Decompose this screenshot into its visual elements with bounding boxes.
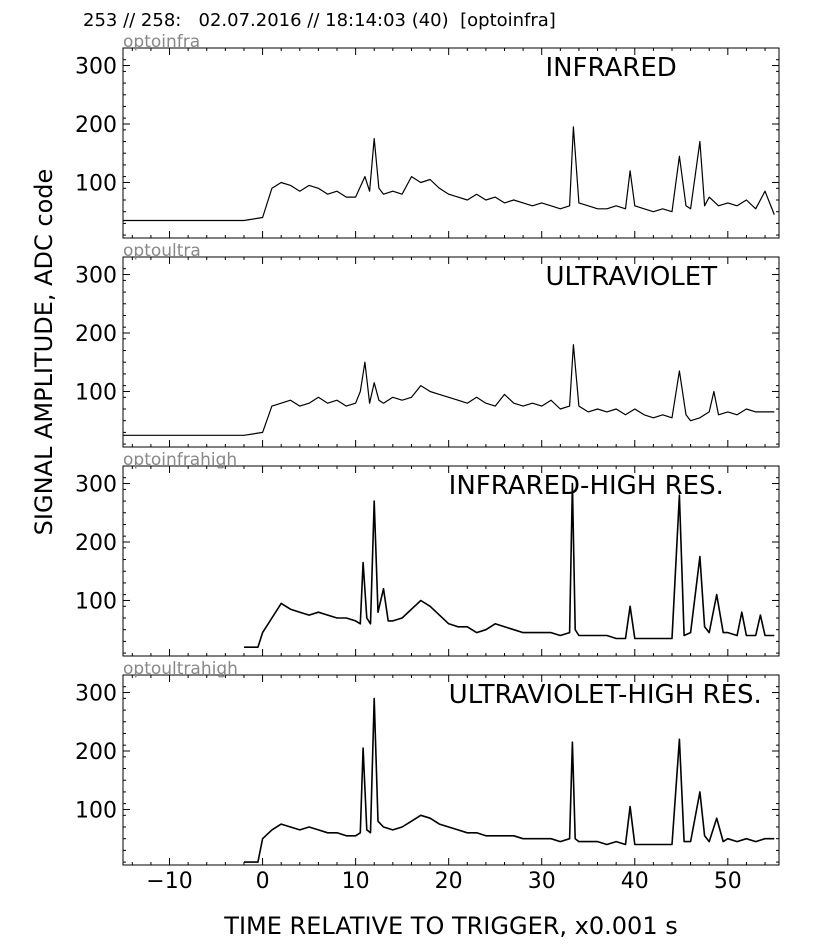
y-axis-label: SIGNAL AMPLITUDE, ADC code xyxy=(30,169,58,536)
x-tick-label: 10 xyxy=(342,869,370,894)
figure-header: 253 // 258: 02.07.2016 // 18:14:03 (40) … xyxy=(83,10,556,31)
plot-frame xyxy=(122,465,780,657)
panel-optoultra xyxy=(122,256,780,448)
series-line-optoultra xyxy=(123,344,775,436)
panel-title: INFRARED xyxy=(545,53,676,83)
channel-label: optoultra xyxy=(123,241,201,261)
panel-title: ULTRAVIOLET-HIGH RES. xyxy=(449,680,762,710)
y-tick-label: 100 xyxy=(75,589,117,614)
y-tick-label: 300 xyxy=(75,682,117,707)
channel-label: optoinfra xyxy=(123,32,200,52)
plot-frame xyxy=(122,256,780,448)
series-line-optoinfrahigh xyxy=(244,482,775,649)
series-line-optoultrahigh xyxy=(244,697,775,863)
x-tick-label: 50 xyxy=(714,869,742,894)
y-tick-label: 300 xyxy=(75,55,117,80)
plot-frame xyxy=(122,47,780,239)
y-tick-label: 200 xyxy=(75,322,117,347)
channel-label: optoinfrahigh xyxy=(123,450,237,470)
x-tick-label: 0 xyxy=(256,869,270,894)
panel-optoinfrahigh xyxy=(122,465,780,657)
x-axis-label: TIME RELATIVE TO TRIGGER, x0.001 s xyxy=(223,912,677,940)
x-tick-label: 30 xyxy=(528,869,556,894)
series-line-optoinfra xyxy=(123,126,775,222)
y-tick-label: 100 xyxy=(75,171,117,196)
y-tick-label: 300 xyxy=(75,473,117,498)
panel-optoultrahigh xyxy=(122,674,780,866)
y-tick-label: 200 xyxy=(75,531,117,556)
panel-title: ULTRAVIOLET xyxy=(545,262,717,292)
y-tick-label: 300 xyxy=(75,264,117,289)
x-tick-label: −10 xyxy=(146,869,192,894)
y-tick-label: 100 xyxy=(75,798,117,823)
plot-frame xyxy=(122,674,780,866)
panel-title: INFRARED-HIGH RES. xyxy=(449,471,724,501)
y-tick-label: 200 xyxy=(75,113,117,138)
x-tick-label: 20 xyxy=(435,869,463,894)
y-tick-label: 200 xyxy=(75,740,117,765)
x-tick-label: 40 xyxy=(621,869,649,894)
panel-optoinfra xyxy=(122,47,780,239)
y-tick-label: 100 xyxy=(75,380,117,405)
channel-label: optoultrahigh xyxy=(123,659,238,679)
